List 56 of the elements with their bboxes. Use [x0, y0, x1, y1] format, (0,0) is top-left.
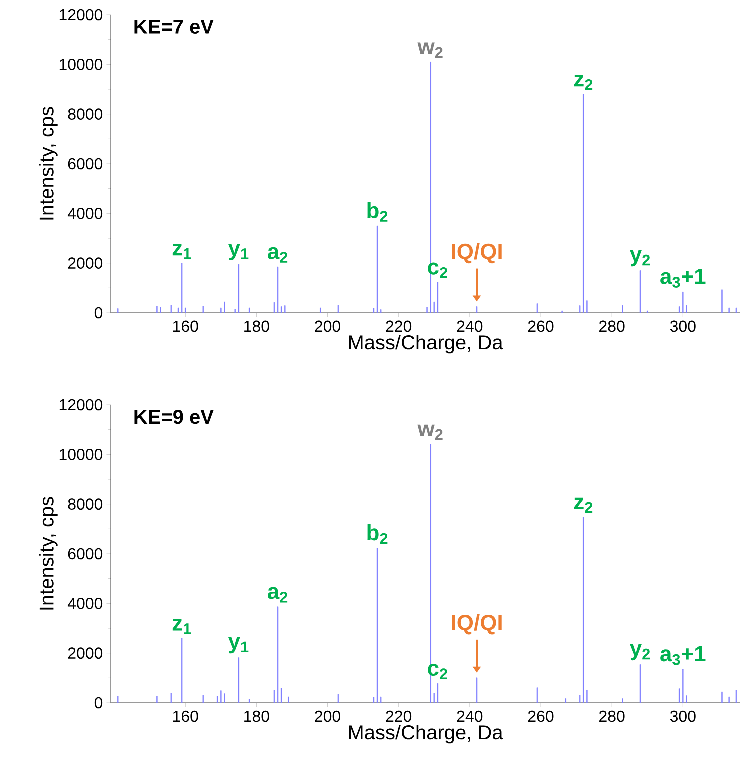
- y-tick-label: 12000: [60, 9, 103, 21]
- annotation: c$_{2}$: [428, 262, 448, 278]
- y-tick-label: 8000: [68, 498, 103, 510]
- x-axis-title: Mass/Charge, Da: [349, 335, 504, 354]
- x-tick-label: 200: [315, 320, 340, 332]
- annotation: IQ/QI: [452, 243, 502, 264]
- annotation: z$_{2}$: [574, 498, 593, 514]
- y-tick-label: 12000: [60, 399, 103, 411]
- x-tick-label: 280: [600, 320, 625, 332]
- annotation: a$_{2}$: [268, 587, 288, 603]
- x-tick-label: 160: [174, 320, 198, 332]
- annotation: y$_{1}$: [228, 244, 249, 260]
- annotation: IQ/QI: [452, 614, 502, 635]
- y-tick-label: 10000: [60, 449, 103, 460]
- x-tick-label: 260: [528, 320, 554, 332]
- annotation: y$_{2}$: [630, 250, 650, 267]
- x-tick-label: 200: [315, 710, 340, 722]
- y-axis-title: Intensity, cps: [39, 497, 58, 610]
- annotation: a$_{3}$+1: [660, 269, 706, 288]
- annotation: y$_{1}$: [228, 637, 249, 654]
- y-tick-label: 2000: [68, 648, 103, 660]
- y-tick-label: 10000: [60, 59, 103, 70]
- annotation: c$_{2}$: [428, 664, 448, 680]
- y-tick-label: 6000: [68, 158, 103, 170]
- x-axis-title: Mass/Charge, Da: [349, 725, 504, 744]
- x-tick-label: 220: [386, 320, 412, 332]
- annotation: w$_{2}$: [418, 424, 443, 440]
- annotation: z$_{1}$: [172, 619, 192, 634]
- x-tick-label: 300: [670, 710, 696, 722]
- chart-title: KE=7 eV: [134, 20, 214, 34]
- annotation: a$_{3}$+1: [660, 646, 706, 666]
- y-tick-label: 0: [94, 307, 103, 319]
- x-tick-label: 280: [600, 710, 625, 722]
- x-tick-label: 160: [174, 710, 198, 722]
- annotation: a$_{2}$: [268, 247, 288, 263]
- y-tick-label: 8000: [68, 108, 103, 120]
- x-tick-label: 240: [457, 320, 483, 332]
- y-tick-label: 2000: [68, 258, 103, 270]
- x-tick-label: 180: [244, 710, 270, 722]
- annotation: w$_{2}$: [418, 42, 443, 58]
- y-axis-title: Intensity, cps: [39, 107, 58, 220]
- x-tick-label: 300: [670, 320, 696, 332]
- annotation: b$_{2}$: [368, 202, 388, 222]
- x-tick-label: 240: [457, 710, 483, 722]
- y-tick-label: 6000: [68, 548, 103, 560]
- y-tick-label: 0: [94, 697, 103, 709]
- x-tick-label: 180: [244, 320, 270, 332]
- y-tick-label: 4000: [68, 598, 103, 610]
- annotation: z$_{1}$: [172, 244, 192, 260]
- x-tick-label: 260: [528, 710, 554, 722]
- annotation: y$_{2}$: [630, 644, 650, 661]
- annotation: b$_{2}$: [368, 524, 388, 544]
- annotation: z$_{2}$: [574, 75, 593, 90]
- x-tick-label: 220: [386, 710, 412, 722]
- chart-title: KE=9 eV: [134, 410, 214, 424]
- y-tick-label: 4000: [68, 208, 103, 220]
